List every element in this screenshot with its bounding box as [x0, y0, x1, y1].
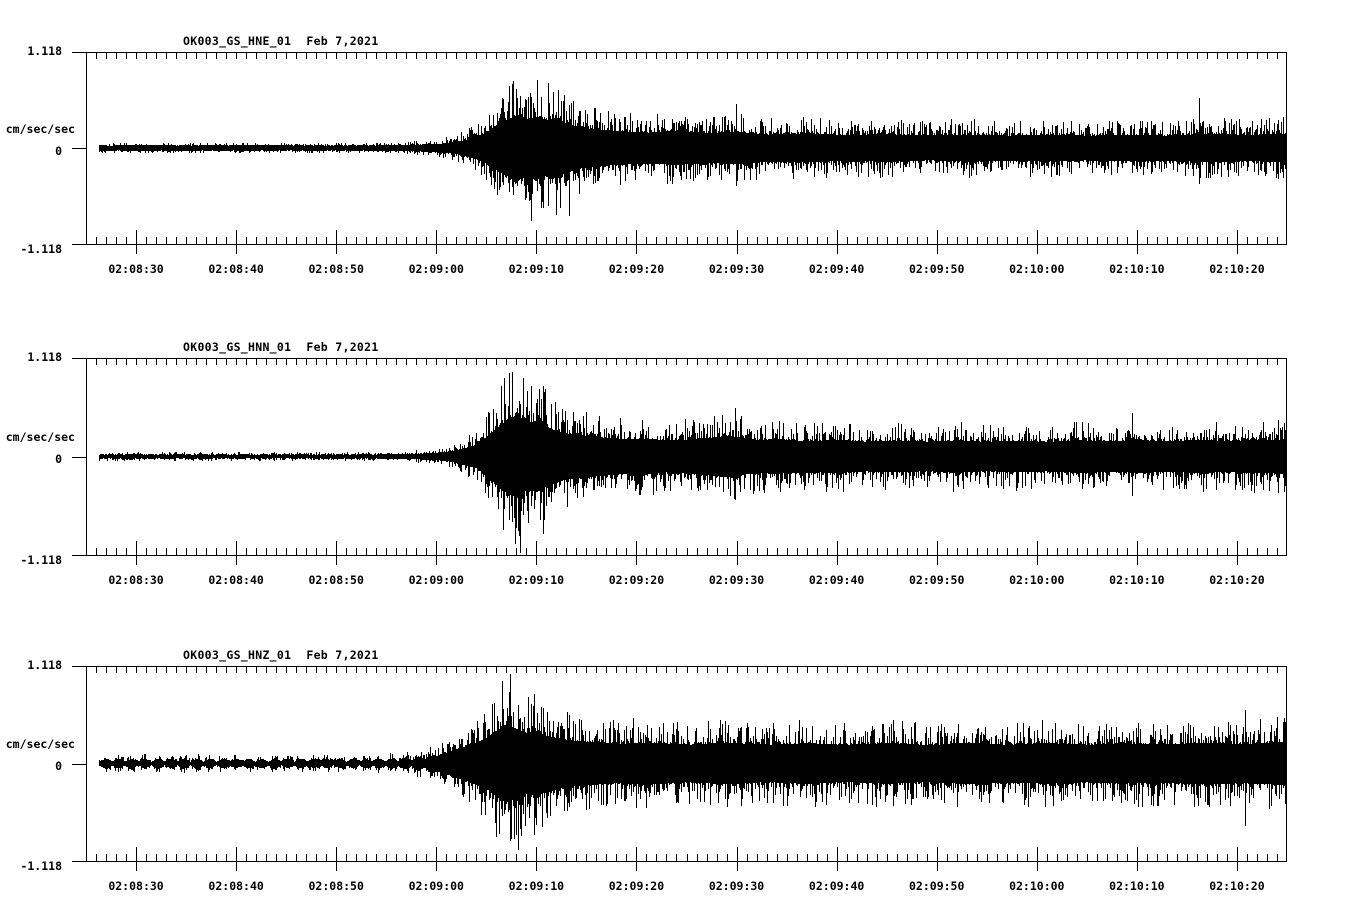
x-tick-label: 02:09:00: [408, 879, 464, 893]
y-axis-zero-label: 0: [55, 143, 62, 158]
y-axis-min-label: -1.118: [20, 242, 62, 256]
y-axis-max-label: 1.118: [27, 350, 62, 364]
y-axis-max-label: 1.118: [27, 44, 62, 58]
waveform-canvas-hnn: [86, 358, 1287, 566]
x-tick-label: 02:09:40: [808, 879, 865, 893]
x-tick-label: 02:08:50: [308, 879, 364, 893]
station-channel-label: OK003_GS_HNZ_01: [183, 648, 292, 662]
x-tick-label: 02:08:40: [208, 879, 264, 893]
x-tick-label: 02:09:30: [708, 573, 765, 587]
x-tick-label: 02:08:40: [208, 262, 264, 276]
x-tick-label: 02:09:50: [909, 573, 965, 587]
x-tick-label: 02:09:00: [408, 262, 464, 276]
x-tick-label: 02:10:10: [1109, 573, 1165, 587]
x-tick-label: 02:09:40: [808, 262, 865, 276]
y-axis-units-label: cm/sec/sec: [5, 121, 75, 136]
panel-date: Feb 7,2021: [306, 648, 379, 662]
x-tick-label: 02:08:50: [308, 262, 364, 276]
station-channel-label: OK003_GS_HNE_01: [183, 34, 292, 48]
x-tick-label: 02:10:00: [1009, 879, 1065, 893]
x-tick-label: 02:09:40: [808, 573, 865, 587]
x-tick-label: 02:09:30: [708, 262, 765, 276]
x-tick-label: 02:10:20: [1209, 573, 1265, 587]
x-tick-label: 02:09:20: [608, 879, 665, 893]
x-tick-label: 02:10:00: [1009, 573, 1065, 587]
x-tick-label: 02:08:50: [308, 573, 364, 587]
x-tick-label: 02:08:40: [208, 573, 264, 587]
y-axis-tick: [72, 456, 86, 458]
y-axis-max-label: 1.118: [27, 658, 62, 672]
y-axis-tick: [72, 555, 86, 556]
x-tick-label: 02:09:20: [608, 262, 665, 276]
x-tick-label: 02:09:10: [508, 573, 565, 587]
panel-date: Feb 7,2021: [306, 340, 379, 354]
waveform-canvas-hne: [86, 52, 1287, 255]
x-tick-label: 02:10:20: [1209, 879, 1265, 893]
panel-title: OK003_GS_HNN_01 Feb 7,2021: [183, 340, 379, 354]
x-tick-label: 02:08:30: [108, 573, 164, 587]
panel-title: OK003_GS_HNE_01 Feb 7,2021: [183, 34, 379, 48]
x-tick-label: 02:10:20: [1209, 262, 1265, 276]
x-tick-label: 02:09:10: [508, 262, 565, 276]
y-axis-zero-label: 0: [55, 759, 62, 773]
y-axis-tick: [72, 666, 86, 667]
y-axis-tick: [72, 861, 86, 862]
x-tick-label: 02:09:20: [608, 573, 665, 587]
x-tick-label: 02:10:10: [1109, 262, 1165, 276]
panel-title: OK003_GS_HNZ_01 Feb 7,2021: [183, 648, 379, 662]
station-channel-label: OK003_GS_HNN_01: [183, 340, 292, 354]
x-tick-label: 02:10:10: [1109, 879, 1165, 893]
waveform-canvas-hnz: [86, 666, 1287, 872]
y-axis-tick: [72, 763, 86, 765]
y-axis-tick: [72, 244, 86, 245]
x-tick-label: 02:09:10: [508, 879, 565, 893]
y-axis-units-label: cm/sec/sec: [5, 430, 75, 444]
x-tick-label: 02:09:00: [408, 573, 464, 587]
x-tick-label: 02:09:50: [909, 262, 965, 276]
y-axis-tick: [72, 358, 86, 359]
x-tick-label: 02:09:50: [909, 879, 965, 893]
y-axis-min-label: -1.118: [20, 859, 62, 873]
x-tick-label: 02:10:00: [1009, 262, 1065, 276]
x-tick-label: 02:08:30: [108, 262, 164, 276]
y-axis-units-label: cm/sec/sec: [5, 737, 75, 751]
panel-date: Feb 7,2021: [306, 34, 379, 48]
y-axis-zero-label: 0: [55, 452, 62, 466]
x-tick-label: 02:09:30: [708, 879, 765, 893]
y-axis-tick: [72, 148, 86, 149]
y-axis-min-label: -1.118: [20, 553, 62, 567]
x-tick-label: 02:08:30: [108, 879, 164, 893]
y-axis-tick: [72, 52, 86, 53]
